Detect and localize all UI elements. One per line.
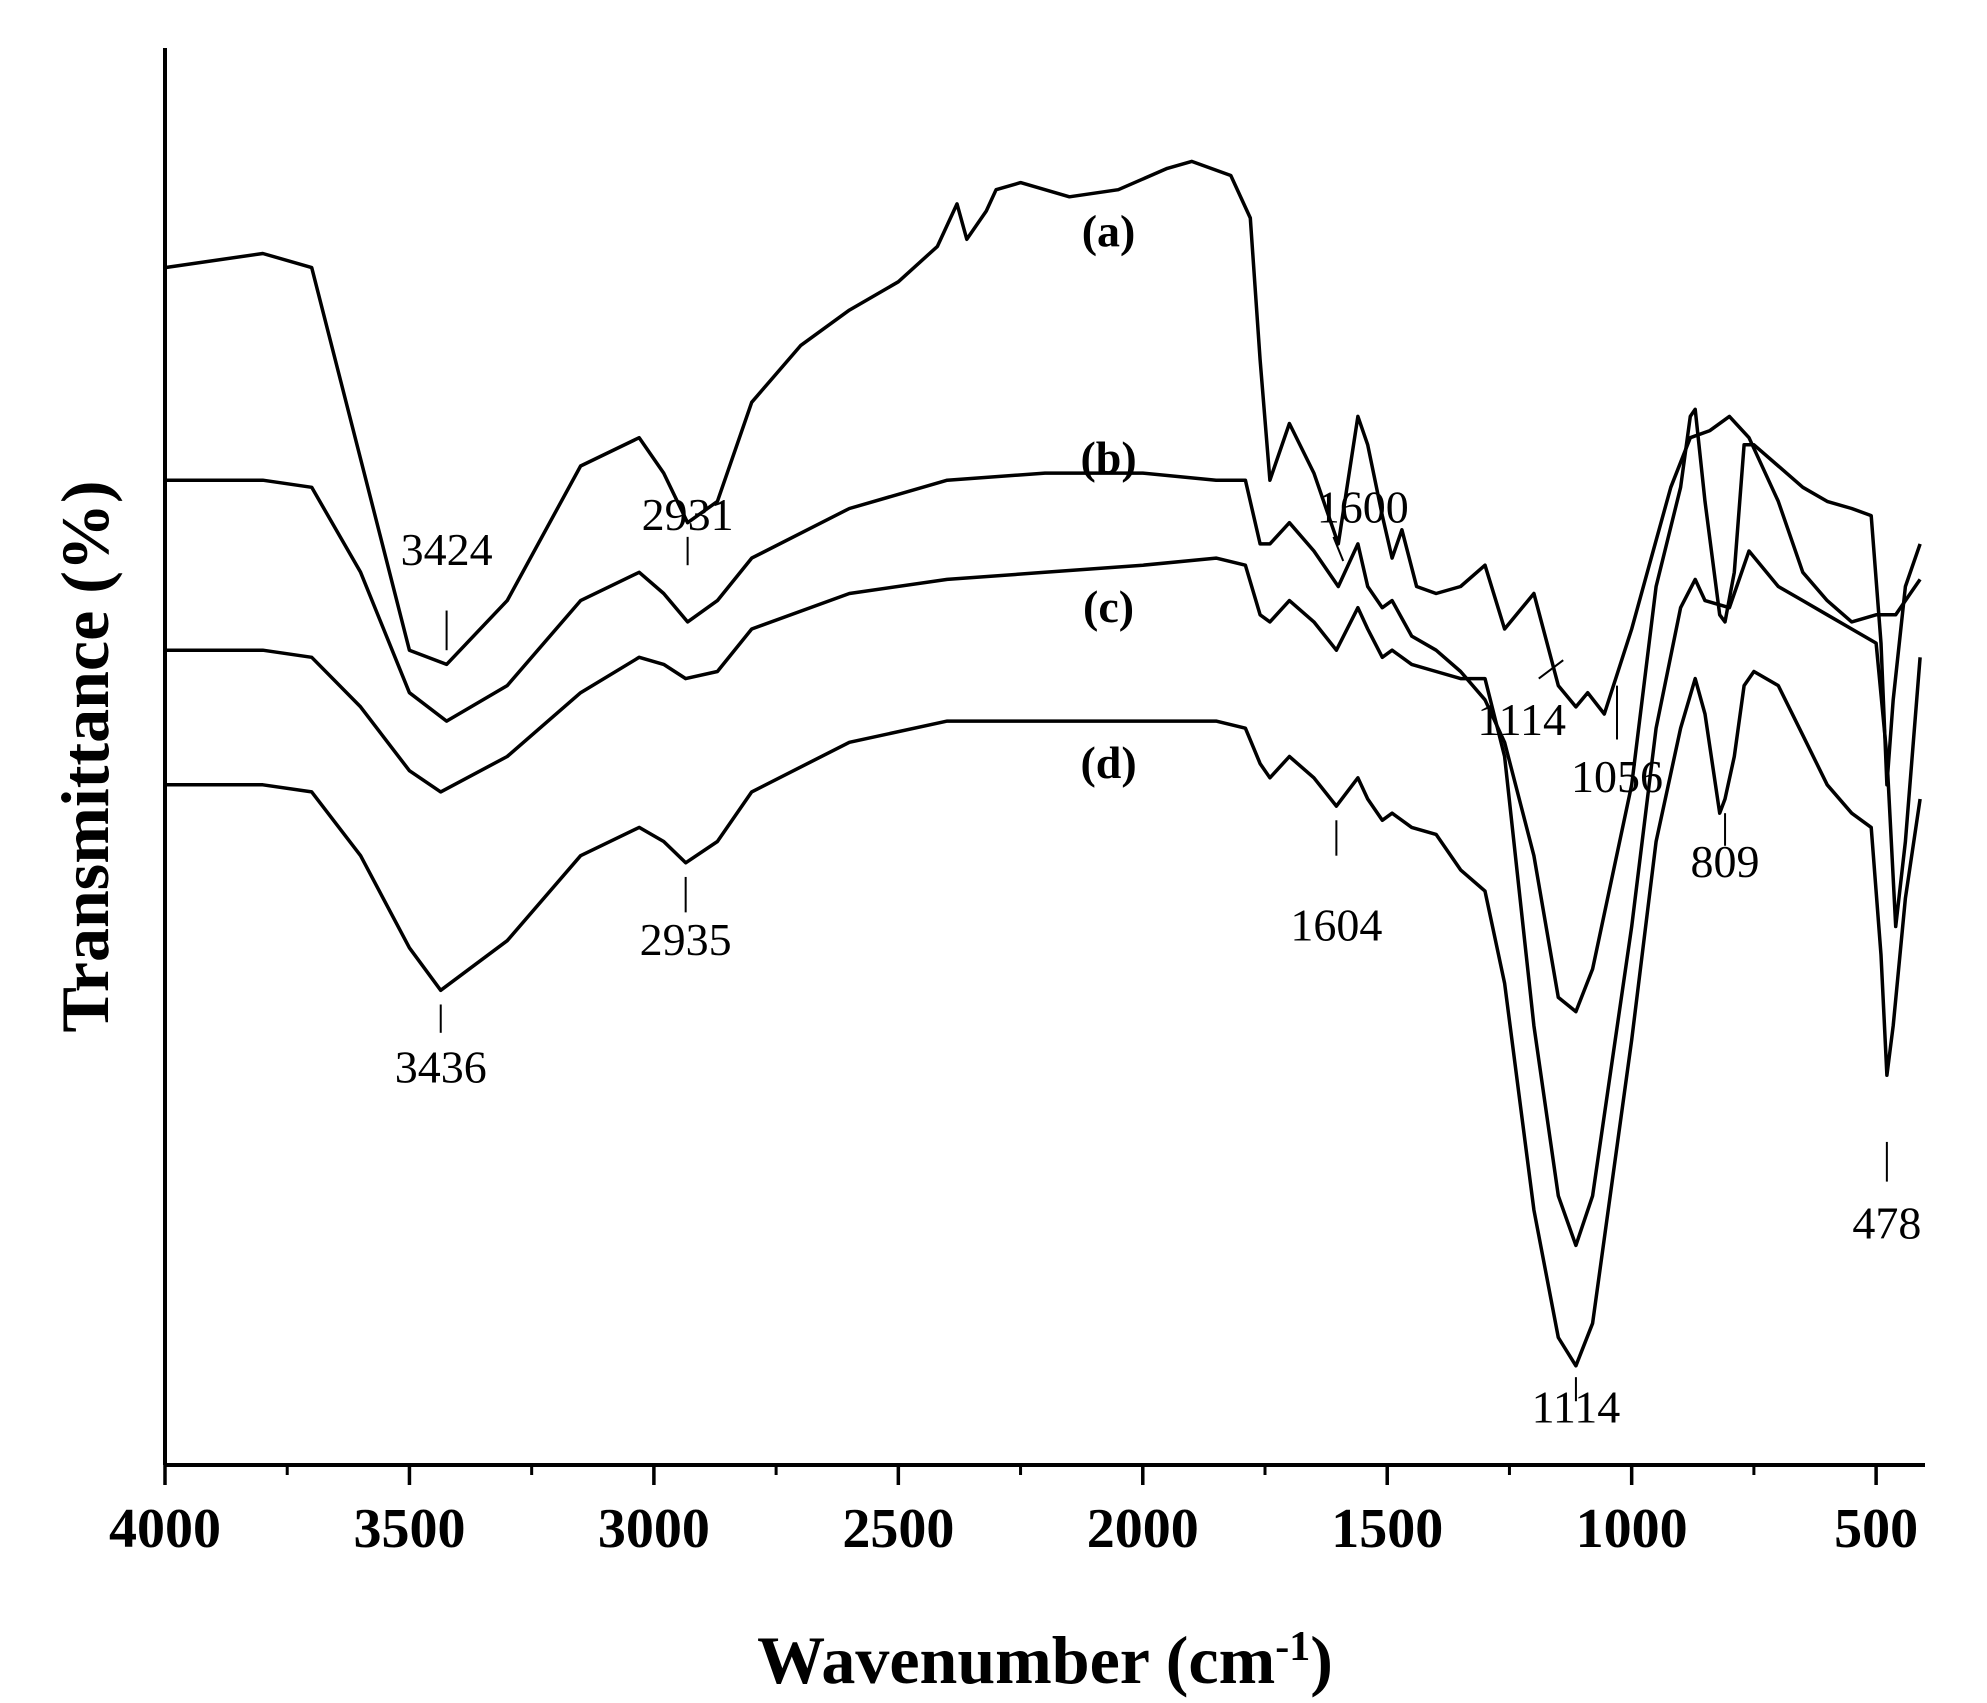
peak-label: 3436 (395, 1041, 487, 1092)
x-tick-label: 3000 (598, 1498, 710, 1560)
peak-leader-line (1332, 536, 1345, 562)
x-axis-title-main: Wavenumber (cm (757, 1622, 1275, 1698)
x-tick-label: 4000 (109, 1498, 221, 1560)
series-label-d: (d) (1080, 737, 1136, 788)
x-tick-label: 1500 (1331, 1498, 1443, 1560)
peak-leader-line (1538, 659, 1564, 680)
peak-label: 2935 (640, 914, 732, 965)
series-lines (164, 159, 1922, 1368)
peak-label: 1600 (1317, 482, 1409, 533)
series-label-b: (b) (1080, 432, 1136, 483)
peak-label: 1114 (1532, 1381, 1621, 1432)
x-tick-label: 500 (1834, 1498, 1918, 1560)
x-tick-label: 2000 (1087, 1498, 1199, 1560)
series-line-b (165, 407, 1922, 1014)
x-axis-title: Wavenumber (cm-1) (757, 1622, 1333, 1698)
series-line-d (165, 669, 1922, 1368)
peak-label: 809 (1691, 836, 1760, 887)
series-line-c (165, 549, 1922, 1248)
series-label-c: (c) (1083, 581, 1134, 632)
peak-label: 1056 (1571, 751, 1663, 802)
peak-label: 1114 (1477, 694, 1566, 745)
series-line-a (164, 159, 1922, 716)
x-tick-label: 3500 (353, 1498, 465, 1560)
peak-label: 3424 (401, 524, 493, 575)
axes: 4000 3500 3000 2500 2000 1500 1000 500 (109, 48, 1925, 1560)
y-axis-title: Transmittance (%) (47, 480, 123, 1032)
peak-label: 1604 (1290, 900, 1382, 951)
x-tick-label: 2500 (842, 1498, 954, 1560)
x-axis-title-superscript: -1 (1275, 1624, 1310, 1670)
peak-label: 478 (1852, 1197, 1921, 1248)
x-axis-title-close: ) (1310, 1622, 1333, 1698)
peak-label: 2931 (642, 489, 734, 540)
x-tick-label: 1000 (1576, 1498, 1688, 1560)
series-label-a: (a) (1082, 205, 1136, 256)
